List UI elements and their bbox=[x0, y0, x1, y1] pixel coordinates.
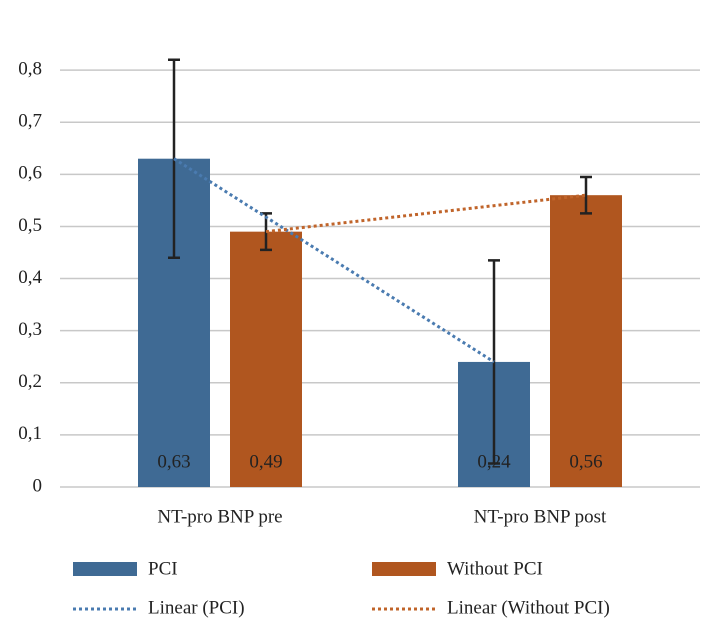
data-label: 0,56 bbox=[569, 451, 602, 472]
x-tick-label: NT-pro BNP pre bbox=[157, 506, 282, 527]
error-bar bbox=[488, 259, 500, 465]
legend-swatch bbox=[73, 562, 137, 576]
data-label: 0,24 bbox=[477, 451, 511, 472]
x-tick-label: NT-pro BNP post bbox=[474, 506, 607, 527]
error-bar bbox=[168, 58, 180, 259]
legend-label: Linear (PCI) bbox=[148, 597, 245, 618]
legend-label: PCI bbox=[148, 558, 178, 579]
y-tick-label: 0 bbox=[33, 475, 43, 496]
y-tick-label: 0,7 bbox=[18, 111, 42, 132]
trendline bbox=[173, 157, 495, 364]
bar bbox=[550, 195, 622, 487]
y-tick-label: 0,2 bbox=[18, 371, 42, 392]
y-tick-label: 0,5 bbox=[18, 215, 42, 236]
y-tick-label: 0,8 bbox=[18, 58, 42, 79]
bar bbox=[230, 231, 302, 487]
legend-label: Without PCI bbox=[447, 558, 543, 579]
y-tick-label: 0,4 bbox=[18, 267, 42, 288]
error-bar bbox=[580, 175, 592, 215]
y-tick-label: 0,6 bbox=[18, 163, 42, 184]
data-label: 0,49 bbox=[249, 451, 282, 472]
legend-label: Linear (Without PCI) bbox=[447, 597, 610, 618]
data-label: 0,63 bbox=[157, 451, 190, 472]
legend-swatch bbox=[372, 562, 436, 576]
y-tick-label: 0,3 bbox=[18, 319, 42, 340]
y-tick-label: 0,1 bbox=[18, 423, 42, 444]
